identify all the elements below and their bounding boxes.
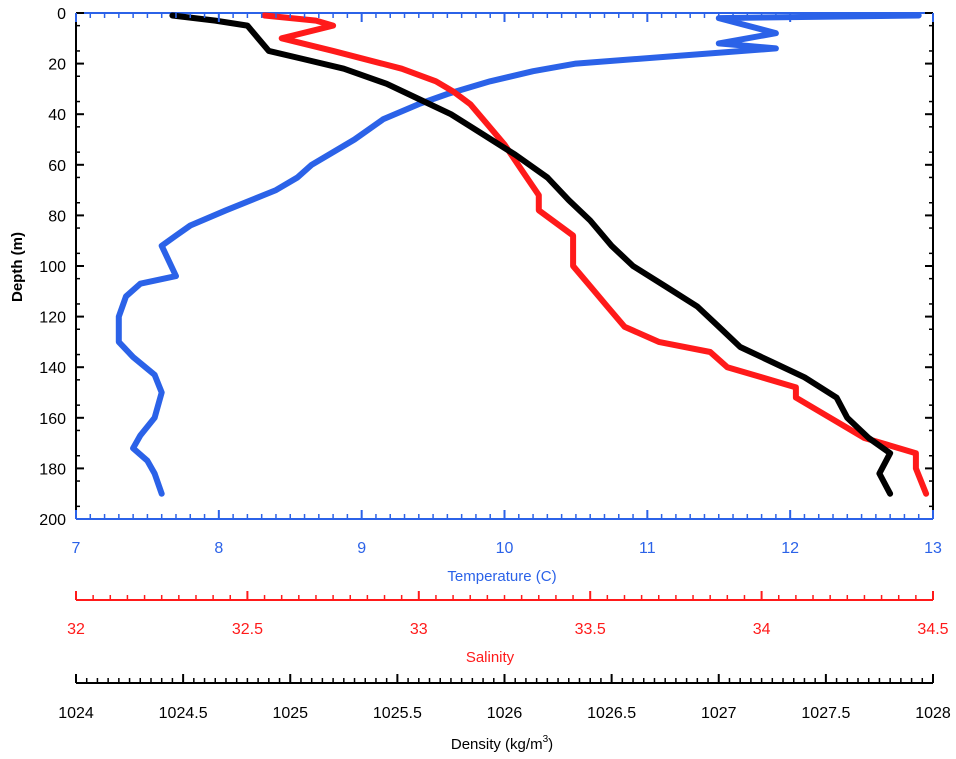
salinity-tick-label: 32.5 bbox=[232, 621, 263, 638]
y-tick-label: 160 bbox=[39, 411, 66, 428]
density-axis-label: Density (kg/m3) bbox=[451, 734, 553, 753]
temperature-tick-label: 13 bbox=[924, 540, 942, 557]
salinity-tick-label: 34.5 bbox=[917, 621, 948, 638]
temperature-tick-label: 10 bbox=[496, 540, 514, 557]
y-tick-label: 20 bbox=[48, 57, 66, 74]
y-tick-label: 120 bbox=[39, 310, 66, 327]
density-tick-label: 1025 bbox=[272, 705, 308, 722]
density-tick-label: 1027 bbox=[701, 705, 737, 722]
density-tick-label: 1024 bbox=[58, 705, 94, 722]
temperature-tick-label: 11 bbox=[639, 540, 656, 557]
temperature-tick-label: 9 bbox=[357, 540, 366, 557]
salinity-axis-label: Salinity bbox=[466, 649, 515, 666]
density-profile-line bbox=[169, 12, 894, 497]
temperature-tick-label: 12 bbox=[781, 540, 799, 557]
y-tick-label: 140 bbox=[39, 360, 66, 377]
y-tick-label: 180 bbox=[39, 461, 66, 478]
density-tick-label: 1028 bbox=[915, 705, 951, 722]
y-tick-label: 100 bbox=[39, 259, 66, 276]
temperature-tick-label: 8 bbox=[214, 540, 223, 557]
salinity-tick-label: 33.5 bbox=[575, 621, 606, 638]
salinity-profile-line bbox=[261, 12, 930, 497]
y-tick-label: 80 bbox=[48, 208, 66, 225]
y-tick-label: 200 bbox=[39, 512, 66, 529]
y-tick-label: 60 bbox=[48, 158, 66, 175]
temperature-axis-label: Temperature (C) bbox=[447, 568, 556, 585]
density-tick-label: 1026 bbox=[487, 705, 523, 722]
density-tick-label: 1027.5 bbox=[801, 705, 850, 722]
y-axis-label: Depth (m) bbox=[9, 232, 26, 302]
density-tick-label: 1026.5 bbox=[587, 705, 636, 722]
density-tick-label: 1024.5 bbox=[159, 705, 208, 722]
density-tick-label: 1025.5 bbox=[373, 705, 422, 722]
temperature-tick-label: 7 bbox=[72, 540, 81, 557]
salinity-tick-label: 34 bbox=[753, 621, 771, 638]
y-tick-label: 0 bbox=[57, 6, 66, 23]
temperature-profile-line bbox=[115, 12, 922, 497]
y-tick-label: 40 bbox=[48, 107, 66, 124]
salinity-tick-label: 32 bbox=[67, 621, 85, 638]
salinity-tick-label: 33 bbox=[410, 621, 428, 638]
